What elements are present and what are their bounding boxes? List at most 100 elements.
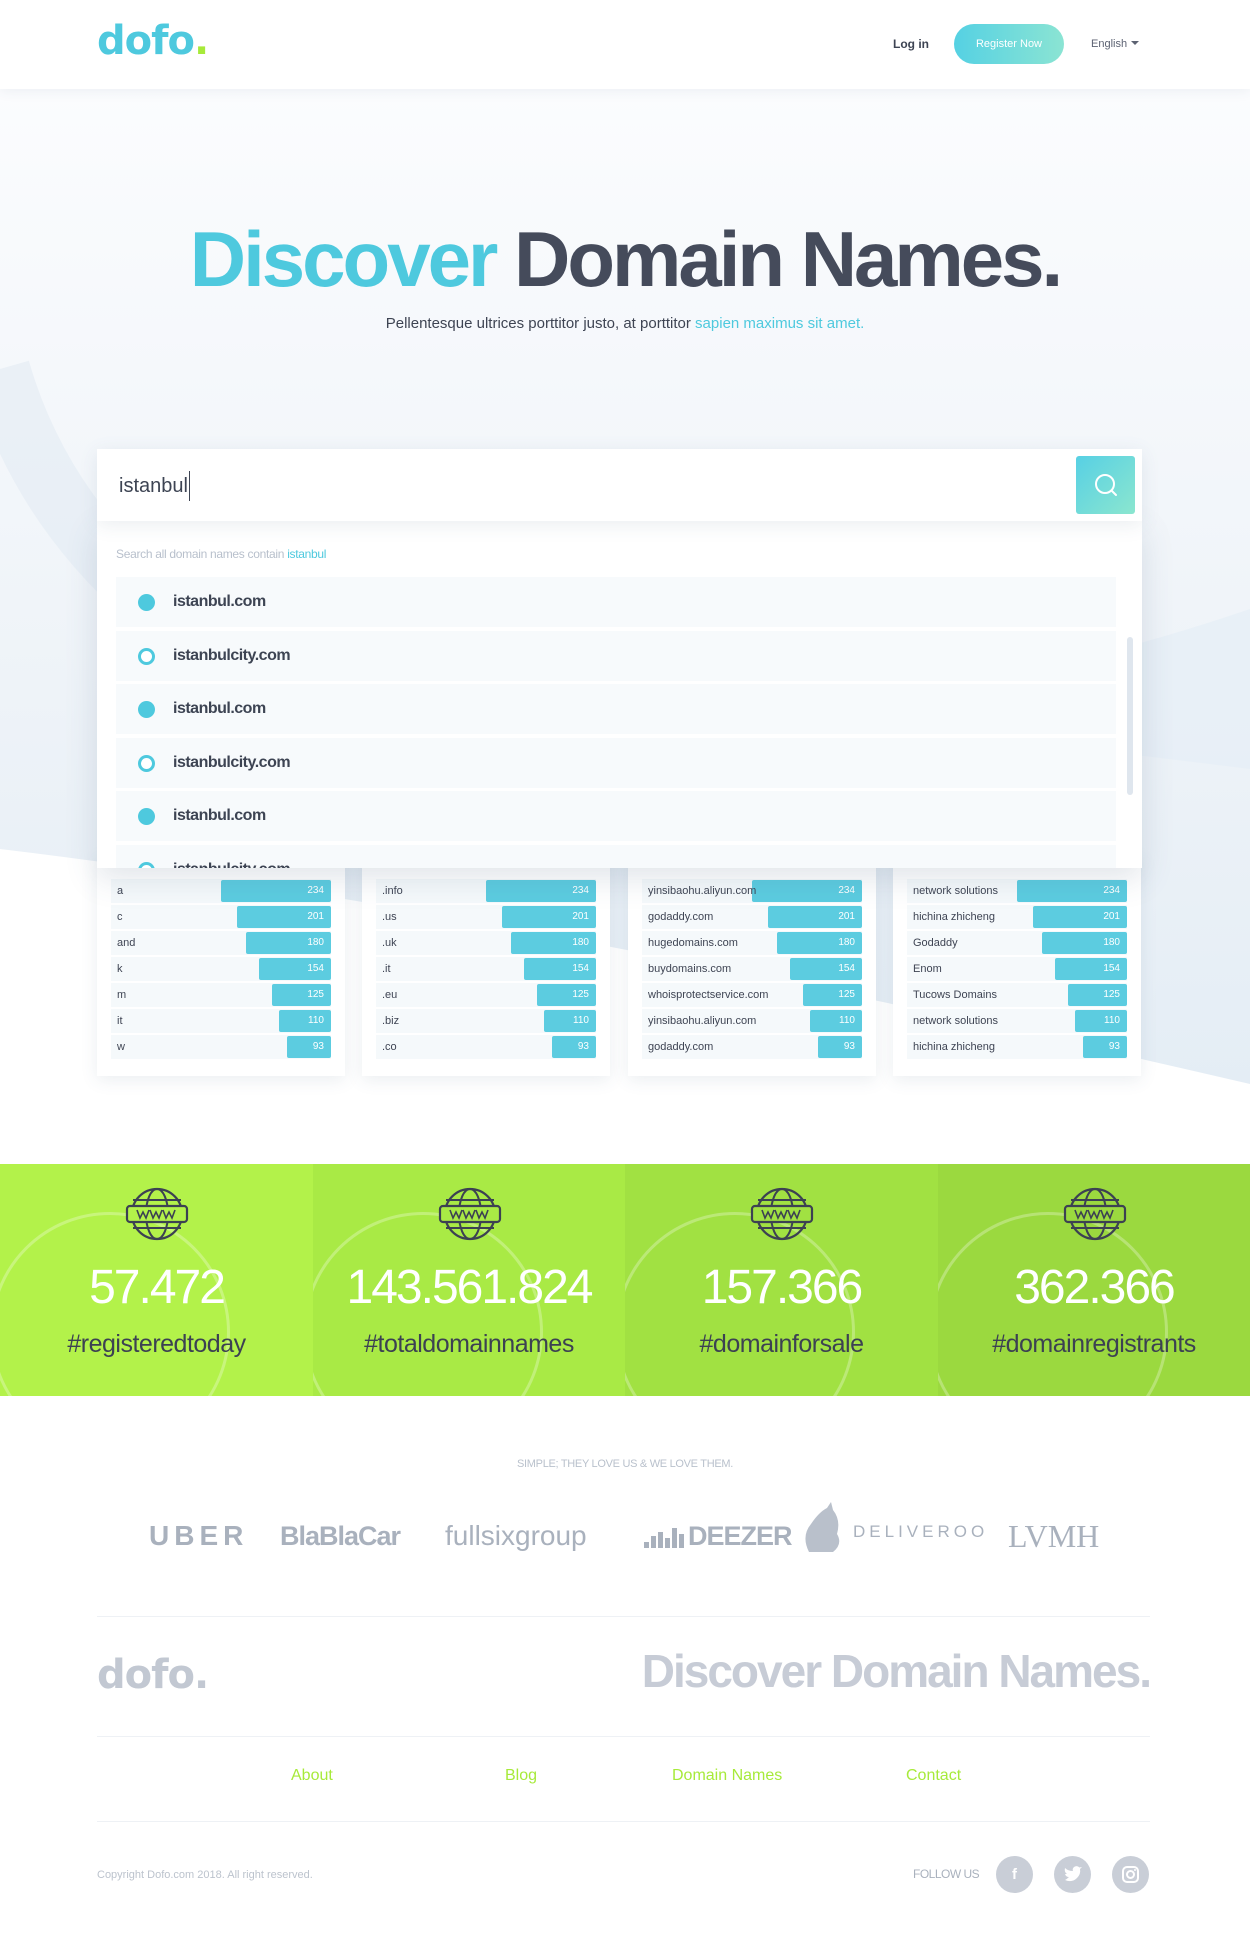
stat-card-row[interactable]: 180 hugedomains.com [642,931,862,955]
search-suggestion-item[interactable]: istanbulcity.com [116,737,1116,788]
stat-card: 234 network solutions 201 hichina zhicheng 1… [893,855,1141,1076]
stat-card-row[interactable]: 93 hichina zhicheng [907,1035,1127,1059]
stat-hashtag: #domainregistrants [992,1330,1196,1358]
stat-card-row[interactable]: 93 w [111,1035,331,1059]
stat-card-value: 234 [838,885,855,896]
stat-card-label: .co [382,1041,397,1053]
stat-card-label: .eu [382,989,398,1001]
stat-card-value: 93 [843,1041,855,1052]
stat-card-label: .it [382,963,391,975]
copyright: Copyright Dofo.com 2018. All right reser… [97,1869,313,1881]
follow-us-label: FOLLOW US [913,1867,980,1881]
stat-card-label: buydomains.com [648,963,732,975]
stat-card-label: a [117,885,124,897]
stat-card-bar [511,932,596,954]
stat-card-label: godaddy.com [648,911,714,923]
search-input[interactable]: istanbul [119,471,190,501]
logo[interactable]: dofo. [97,18,209,64]
stat-card-row[interactable]: 125 whoisprotectservice.com [642,983,862,1007]
stat-card-value: 125 [838,989,855,1000]
stat-card-value: 201 [572,911,589,922]
stat-card-value: 93 [577,1041,589,1052]
search-suggestion-item[interactable]: istanbulcity.com [116,630,1116,681]
stat-card-label: godaddy.com [648,1041,714,1053]
stat-card-row[interactable]: 234 .info [376,879,596,903]
stat-card-row[interactable]: 125 Tucows Domains [907,983,1127,1007]
footer-divider [97,1616,1150,1617]
stat-card-row[interactable]: 93 godaddy.com [642,1035,862,1059]
logo-text: dofo [97,18,195,64]
stat-card-row[interactable]: 180 .uk [376,931,596,955]
stat-card-label: m [117,989,127,1001]
stat-card-label: and [117,937,136,949]
stat-card-value: 180 [572,937,589,948]
stat-card-row[interactable]: 93 .co [376,1035,596,1059]
stat-card-row[interactable]: 110 network solutions [907,1009,1127,1033]
partner-logo-deezer: DEEZER [644,1516,793,1556]
stat-card-row[interactable]: 201 c [111,905,331,929]
stat-card-bar [803,984,862,1006]
stat-card-row[interactable]: 110 yinsibaohu.aliyun.com [642,1009,862,1033]
language-select[interactable]: English [1091,38,1140,50]
footer-link-blog[interactable]: Blog [505,1767,538,1784]
search-suggestion-name: istanbulcity.com [173,753,291,771]
stats-band: 57.472 #registeredtoday 143.561.824 #totald… [0,1164,1250,1396]
search-suggestion-item[interactable]: istanbul.com [116,791,1116,841]
stat-card-row[interactable]: 154 .it [376,957,596,981]
stat-card-value: 180 [1103,937,1120,948]
stat-card-row[interactable]: 125 m [111,983,331,1007]
footer-link-about[interactable]: About [291,1767,333,1784]
search-button[interactable] [1076,456,1135,514]
stat-hashtag: #domainforsale [699,1330,864,1358]
footer-logo[interactable]: dofo. [97,1652,209,1698]
login-link[interactable]: Log in [893,37,929,51]
footer-link-domain-names[interactable]: Domain Names [672,1767,783,1784]
stat-card-bar [552,1036,596,1058]
search-suggestion-name: istanbul.com [173,700,266,717]
register-button[interactable]: Register Now [954,24,1064,64]
twitter-icon[interactable] [1054,1856,1091,1893]
stat-card-bar [537,984,596,1006]
stat-card-row[interactable]: 234 a [111,879,331,903]
stat-card-row[interactable]: 180 Godaddy [907,931,1127,955]
footer-logo-text: dofo [97,1652,195,1698]
stat-card-label: it [117,1015,123,1027]
stat-card-row[interactable]: 154 buydomains.com [642,957,862,981]
stat-card-row[interactable]: 125 .eu [376,983,596,1007]
search-suggestion-item[interactable]: istanbulcity.com [116,844,1116,868]
deezer-bars-icon [644,1528,684,1548]
stat-card-row[interactable]: 201 godaddy.com [642,905,862,929]
stat-block: 157.366 #domainforsale [625,1164,938,1396]
stat-card-label: hichina zhicheng [913,911,995,923]
stat-card-row[interactable]: 234 network solutions [907,879,1127,903]
search-suggestion-item[interactable]: istanbul.com [116,684,1116,734]
stat-hashtag: #totaldomainnames [364,1330,574,1358]
stat-card-label: Godaddy [913,937,958,949]
search-suggestion-item[interactable]: istanbul.com [116,577,1116,627]
stat-block: 362.366 #domainregistrants [937,1164,1250,1396]
globe-www-icon [1063,1187,1126,1241]
stat-card-row[interactable]: 234 yinsibaohu.aliyun.com [642,879,862,903]
stat-card-row[interactable]: 110 it [111,1009,331,1033]
stat-card-value: 154 [572,963,589,974]
stat-card-label: k [117,963,123,975]
instagram-icon[interactable] [1112,1856,1149,1893]
stat-card-row[interactable]: 154 k [111,957,331,981]
stat-card-label: hugedomains.com [648,937,738,949]
partner-logo-deliveroo-text: DELIVEROO [853,1521,989,1541]
stat-card-row[interactable]: 110 .biz [376,1009,596,1033]
facebook-icon[interactable]: f [996,1856,1033,1893]
stat-card-row[interactable]: 154 Enom [907,957,1127,981]
stat-card-value: 154 [838,963,855,974]
partners-title: SIMPLE; THEY LOVE US & WE LOVE THEM. [517,1458,733,1470]
stat-number: 157.366 [701,1261,864,1314]
stat-card-bar [524,958,596,980]
stat-card-bar [1033,906,1127,928]
stat-card-row[interactable]: 180 and [111,931,331,955]
footer-divider [97,1736,1150,1737]
dropdown-scrollbar[interactable] [1127,637,1133,795]
stat-card-row[interactable]: 201 hichina zhicheng [907,905,1127,929]
partner-logo-deliveroo: DELIVEROO [797,1500,989,1552]
footer-link-contact[interactable]: Contact [906,1767,962,1784]
stat-card-row[interactable]: 201 .us [376,905,596,929]
